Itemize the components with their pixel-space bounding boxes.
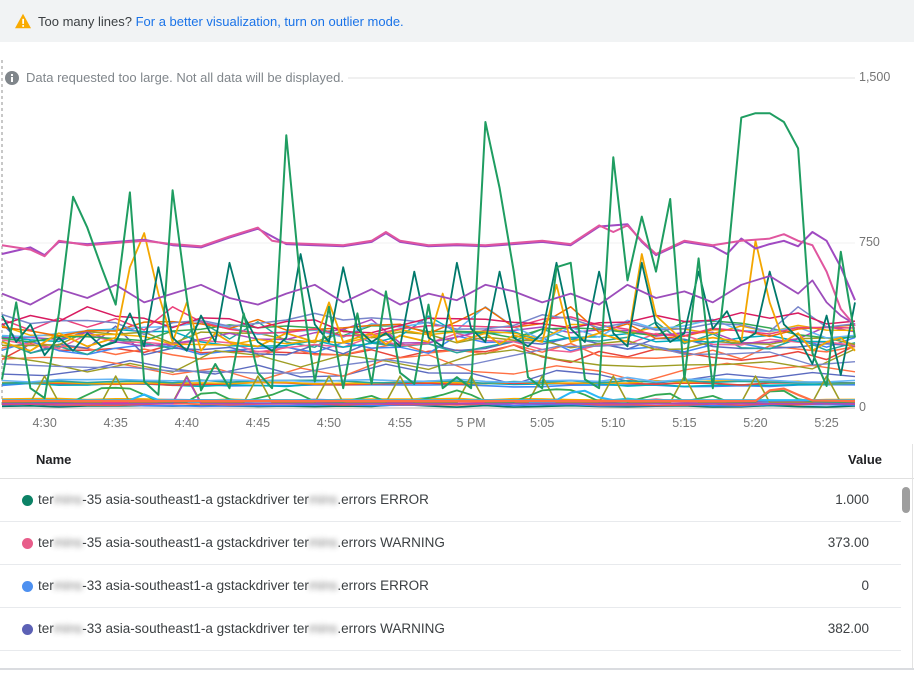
chart-line-yellow-spiky bbox=[1, 232, 856, 352]
redacted-text: mins bbox=[53, 578, 83, 593]
notice-text: Data requested too large. Not all data w… bbox=[26, 70, 348, 85]
legend-header-row: Name Value bbox=[0, 440, 914, 479]
x-tick-label: 4:50 bbox=[316, 416, 342, 430]
banner-message-text: Too many lines? bbox=[38, 13, 132, 29]
legend-row[interactable]: termins-35 asia-southeast1-a gstackdrive… bbox=[0, 479, 901, 522]
x-tick-label: 4:55 bbox=[387, 416, 413, 430]
y-tick-label: 0 bbox=[859, 400, 866, 414]
legend-header-name[interactable]: Name bbox=[36, 452, 72, 467]
x-tick-label: 5:25 bbox=[814, 416, 839, 430]
legend-header-value[interactable]: Value bbox=[848, 452, 882, 467]
series-name: termins-33 asia-southeast1-a gstackdrive… bbox=[38, 578, 429, 593]
table-scrollbar-thumb[interactable] bbox=[902, 487, 910, 513]
x-tick-label: 5:05 bbox=[530, 416, 555, 430]
x-tick-label: 4:45 bbox=[245, 416, 271, 430]
series-value: 373.00 bbox=[827, 535, 869, 550]
redacted-text: mins bbox=[308, 535, 338, 550]
chart-line-low-scatter bbox=[1, 359, 856, 386]
chart-line-dense-mid-band bbox=[1, 315, 856, 348]
chart-panel: Data requested too large. Not all data w… bbox=[0, 42, 914, 440]
chart-svg[interactable] bbox=[0, 42, 914, 440]
series-color-dot bbox=[22, 495, 33, 506]
x-tick-label: 5:20 bbox=[743, 416, 768, 430]
redacted-text: mins bbox=[308, 621, 338, 636]
redacted-text: mins bbox=[53, 535, 83, 550]
data-too-large-notice: Data requested too large. Not all data w… bbox=[5, 70, 348, 85]
redacted-text: mins bbox=[308, 492, 338, 507]
x-tick-label: 5 PM bbox=[456, 416, 486, 430]
chart-line-olive-bottom-spikes bbox=[2, 375, 855, 404]
legend-row[interactable]: termins-35 asia-southeast1-a gstackdrive… bbox=[0, 522, 901, 565]
banner-message: Too many lines? For a better visualizati… bbox=[38, 14, 404, 29]
series-name: termins-33 asia-southeast1-a gstackdrive… bbox=[38, 621, 445, 636]
legend-row[interactable]: termins-33 asia-southeast1-a gstackdrive… bbox=[0, 608, 901, 651]
chart-line-purple-wavy bbox=[1, 275, 856, 326]
series-color-dot bbox=[22, 581, 33, 592]
too-many-lines-banner: Too many lines? For a better visualizati… bbox=[0, 0, 914, 42]
x-tick-label: 4:35 bbox=[103, 416, 128, 430]
info-icon bbox=[5, 70, 19, 85]
legend-table: Name Value termins-35 asia-southeast1-a … bbox=[0, 440, 914, 694]
chart-line-cyan-humps bbox=[2, 389, 855, 402]
y-tick-label: 1,500 bbox=[859, 70, 891, 84]
series-value: 382.00 bbox=[827, 621, 869, 636]
chart-line-low-scatter bbox=[1, 348, 856, 373]
warning-icon bbox=[15, 13, 31, 29]
x-tick-label: 4:30 bbox=[32, 416, 57, 430]
series-name: termins-35 asia-southeast1-a gstackdrive… bbox=[38, 492, 429, 507]
x-tick-label: 5:10 bbox=[601, 416, 626, 430]
chart-line-dense-mid-band bbox=[1, 306, 856, 334]
outlier-mode-link[interactable]: For a better visualization, turn on outl… bbox=[135, 13, 404, 29]
redacted-text: mins bbox=[53, 492, 83, 507]
chart-line-orange-hump bbox=[2, 387, 856, 403]
series-name: termins-35 asia-southeast1-a gstackdrive… bbox=[38, 535, 445, 550]
redacted-text: mins bbox=[308, 578, 338, 593]
x-tick-label: 4:40 bbox=[174, 416, 199, 430]
table-bottom-border bbox=[0, 668, 914, 670]
series-value: 0 bbox=[861, 578, 869, 593]
chart-line-dense-mid-band bbox=[1, 306, 856, 336]
legend-row[interactable]: termins-33 asia-southeast1-a gstackdrive… bbox=[0, 565, 901, 608]
chart-line-green-main bbox=[1, 112, 856, 400]
chart-line-teal-spiky bbox=[1, 253, 856, 376]
chart-line-magenta-main bbox=[1, 224, 856, 327]
legend-rows: termins-35 asia-southeast1-a gstackdrive… bbox=[0, 479, 901, 651]
chart-line-purple-bottom-spike bbox=[2, 376, 855, 405]
redacted-text: mins bbox=[53, 621, 83, 636]
table-right-border bbox=[912, 444, 913, 670]
series-color-dot bbox=[22, 624, 33, 635]
series-value: 1.000 bbox=[835, 492, 869, 507]
x-tick-label: 5:15 bbox=[672, 416, 697, 430]
y-tick-label: 750 bbox=[859, 235, 880, 249]
chart-line-dense-mid-band bbox=[1, 343, 856, 364]
series-color-dot bbox=[22, 538, 33, 549]
